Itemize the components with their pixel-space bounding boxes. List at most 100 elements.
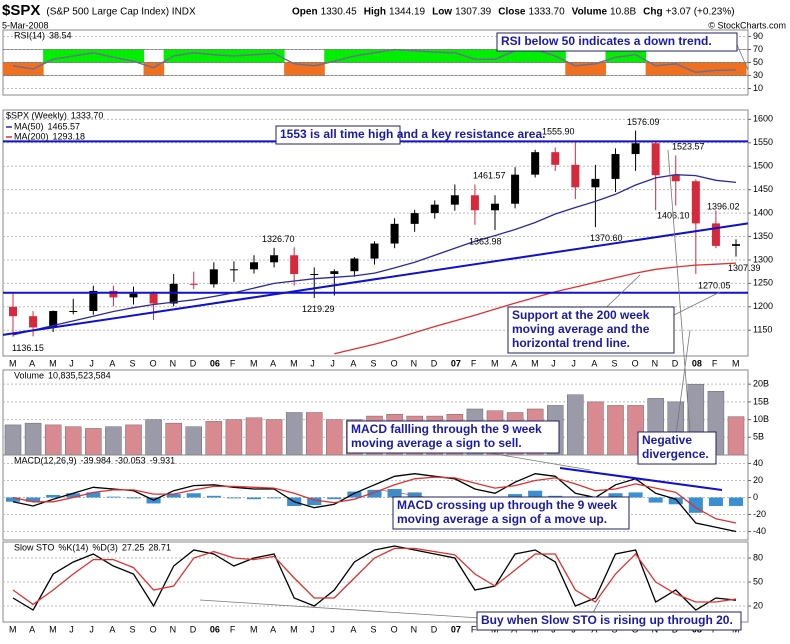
x-tick-label: S (371, 624, 377, 634)
candle-body (129, 293, 138, 298)
candle-body (49, 311, 58, 328)
quote-label: Open (292, 7, 318, 18)
quote-value: 10.8B (610, 7, 636, 18)
peak-label: 1523.57 (672, 142, 705, 152)
histogram-bar (226, 497, 241, 499)
x-tick-label: A (591, 358, 597, 368)
rsi-band-below (143, 62, 165, 76)
volume-bar (225, 419, 243, 456)
peak-label: 1307.39 (728, 263, 761, 273)
x-tick-label: M (9, 358, 17, 368)
histogram-bar (186, 493, 201, 498)
rsi-band-above (525, 49, 546, 63)
volume-bar (306, 412, 323, 456)
candle-body (410, 213, 419, 224)
histogram-bar (106, 496, 121, 498)
moving-average (334, 262, 737, 355)
histogram-bar (708, 497, 723, 506)
x-tick-label: J (330, 358, 335, 368)
x-tick-label: M (49, 624, 57, 634)
legend-title: $SPX (Weekly) (6, 110, 67, 120)
x-tick-label: N (652, 358, 659, 368)
x-tick-label: O (150, 358, 157, 368)
candle-body (531, 152, 540, 175)
volume-bar (125, 424, 142, 456)
quote-value: 1307.39 (455, 7, 492, 18)
legend-value: -30.053 (115, 455, 146, 465)
quote-value: +3.07 (+0.23%) (666, 7, 735, 18)
x-tick-label: F (712, 358, 718, 368)
histogram-bar (46, 494, 61, 498)
symbol-name: (S&P 500 Large Cap Index) INDX (46, 7, 196, 18)
x-tick-label: M (531, 358, 539, 368)
x-tick-label: M (290, 358, 298, 368)
y-tick-label: -40 (753, 526, 766, 536)
x-tick-label: J (571, 358, 576, 368)
histogram-bar (407, 492, 422, 498)
rsi-band-below (284, 62, 305, 76)
y-tick-label: 10B (753, 414, 769, 424)
x-tick-label: M (49, 358, 57, 368)
volume-bar (607, 405, 624, 456)
candle-body (691, 181, 700, 224)
x-tick-label: A (270, 624, 276, 634)
volume-bar (587, 401, 604, 456)
volume-bar (245, 417, 263, 456)
peak-label: 1270.05 (698, 280, 731, 290)
histogram-bar (166, 494, 181, 498)
annotation-text: Support at the 200 week (512, 308, 650, 322)
y-tick-label: 1250 (753, 278, 773, 288)
rsi-band-above (103, 49, 124, 63)
histogram-bar (668, 497, 683, 505)
candle-body (189, 283, 198, 285)
volume-bar (285, 412, 303, 456)
series-line (12, 545, 737, 611)
x-tick-label: J (89, 624, 94, 634)
candle-body (350, 258, 359, 272)
x-tick-label: 06 (210, 624, 220, 634)
x-tick-label: S (130, 624, 136, 634)
x-tick-label: J (89, 358, 94, 368)
annotation-text: Negative (642, 433, 692, 447)
candle-body (711, 223, 720, 246)
volume-bar (185, 426, 202, 456)
y-tick-label: 1400 (753, 207, 773, 217)
peak-label: 1370.60 (590, 233, 623, 243)
x-tick-label: D (190, 358, 197, 368)
x-tick-label: N (411, 358, 418, 368)
x-tick-label: D (431, 624, 438, 634)
y-tick-label: 1200 (753, 301, 773, 311)
x-tick-label: 08 (692, 358, 702, 368)
peak-label: 1219.29 (302, 304, 335, 314)
y-tick-label: 0 (753, 492, 758, 502)
x-tick-label: A (350, 358, 356, 368)
moving-average (12, 174, 737, 336)
x-tick-label: 06 (210, 358, 220, 368)
trend-line (2, 222, 749, 336)
rsi-band-above (264, 49, 285, 63)
annotation-text: moving average a sign of a move up. (397, 512, 607, 526)
rsi-band-above (43, 49, 64, 63)
legend-title: Volume (14, 370, 44, 380)
rsi-band-below (725, 62, 747, 76)
annotation-text: Buy when Slow STO is rising up through 2… (481, 613, 733, 627)
annotation-text: 1553 is all time high and a key resistan… (280, 127, 545, 141)
candle-body (330, 271, 339, 274)
y-tick-label: 20 (753, 600, 763, 610)
series-line (12, 547, 737, 606)
x-tick-label: M (9, 624, 17, 634)
y-tick-label: 1350 (753, 231, 773, 241)
y-tick-label: 90 (753, 31, 763, 41)
volume-bar (727, 416, 745, 456)
volume-bar (567, 394, 584, 456)
x-tick-label: M (290, 624, 298, 634)
legend-value: 38.54 (49, 30, 72, 40)
legend-name: MA(50) (14, 121, 44, 131)
series-line (12, 473, 737, 533)
quote-label: Chg (643, 7, 662, 18)
peak-label: 1326.70 (262, 234, 295, 244)
quote-label: Low (432, 7, 452, 18)
y-tick-label: 5B (753, 432, 764, 442)
histogram-bar (347, 491, 362, 498)
